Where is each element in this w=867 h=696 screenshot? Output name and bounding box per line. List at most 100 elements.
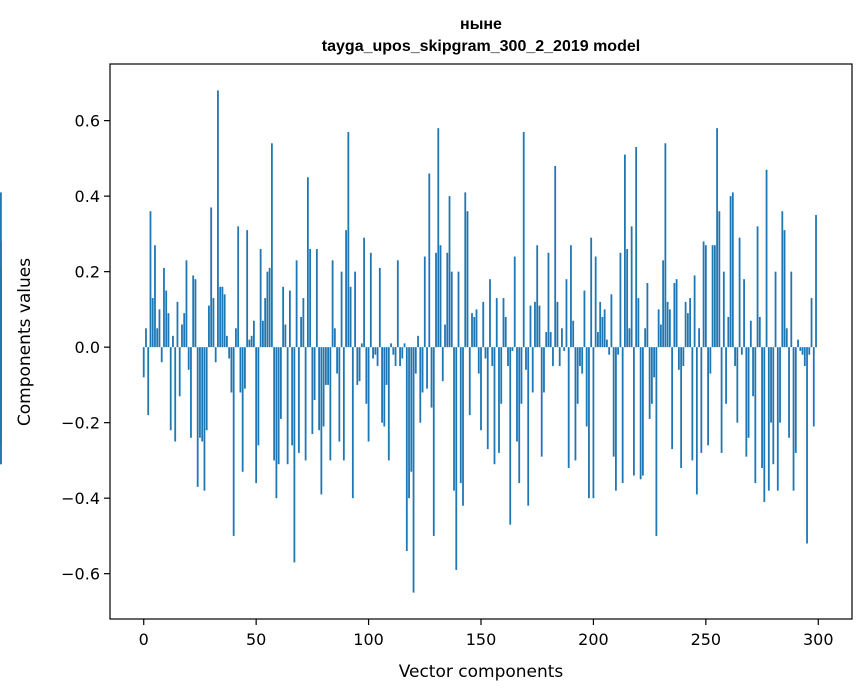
- chart-title: ныне: [460, 16, 502, 33]
- bar: [273, 347, 276, 461]
- bar: [226, 335, 228, 348]
- bar: [392, 347, 395, 355]
- bar: [221, 286, 224, 348]
- bar: [698, 328, 700, 348]
- bar: [677, 347, 680, 370]
- bar: [531, 347, 534, 393]
- bar: [354, 271, 356, 348]
- bar: [567, 347, 570, 468]
- bar: [641, 347, 644, 476]
- bar: [489, 279, 491, 348]
- bar: [549, 332, 552, 348]
- bar: [313, 347, 316, 401]
- bar: [599, 301, 602, 348]
- bar: [160, 347, 163, 363]
- bar: [253, 320, 255, 348]
- bar: [606, 339, 608, 348]
- x-tick-label: 150: [466, 630, 497, 649]
- bar: [572, 320, 575, 348]
- bar: [201, 347, 204, 442]
- bar: [662, 260, 665, 348]
- bar: [0, 309, 2, 348]
- bar: [527, 347, 530, 506]
- bar: [183, 313, 186, 348]
- bar: [761, 347, 763, 468]
- bar: [729, 196, 732, 348]
- bar: [675, 279, 678, 348]
- bar: [776, 347, 779, 491]
- bar: [210, 207, 213, 348]
- bar: [387, 347, 390, 461]
- bar: [650, 347, 653, 404]
- bar: [785, 328, 788, 348]
- bar: [318, 347, 321, 431]
- bar: [484, 347, 487, 359]
- bar: [0, 335, 2, 348]
- bar: [167, 313, 170, 348]
- x-tick-label: 100: [353, 630, 384, 649]
- bar: [309, 249, 312, 348]
- bar: [363, 237, 365, 348]
- bar: [349, 286, 352, 348]
- bar: [0, 347, 2, 355]
- bar: [453, 347, 455, 491]
- bar: [408, 347, 410, 499]
- bar: [722, 271, 725, 348]
- bar: [277, 347, 280, 465]
- chart-subtitle: tayga_upos_skipgram_300_2_2019 model: [322, 38, 640, 55]
- bar: [754, 347, 757, 484]
- bar: [756, 226, 759, 348]
- bar: [507, 347, 509, 367]
- bar: [781, 211, 784, 348]
- bar: [174, 347, 177, 442]
- bar: [428, 173, 431, 348]
- y-tick-label: 0.2: [75, 263, 100, 282]
- bar: [473, 316, 476, 348]
- y-tick-label: −0.4: [61, 489, 100, 508]
- bar: [410, 347, 413, 472]
- bar: [806, 347, 808, 544]
- bar: [293, 347, 296, 563]
- bar: [385, 347, 388, 385]
- bar: [770, 347, 772, 423]
- x-axis-label: Vector components: [399, 662, 564, 682]
- bar: [522, 131, 525, 348]
- bar: [588, 347, 590, 499]
- bar: [556, 301, 559, 348]
- bar: [543, 347, 545, 393]
- bar: [801, 347, 804, 355]
- plot-frame: [109, 63, 853, 620]
- bar: [637, 298, 640, 348]
- bar: [288, 290, 291, 348]
- bar: [145, 328, 147, 348]
- bar: [228, 347, 231, 359]
- x-tick-label: 300: [803, 630, 834, 649]
- bar: [284, 324, 287, 348]
- bar: [738, 237, 741, 348]
- bar: [788, 347, 790, 438]
- bar: [626, 249, 629, 348]
- bar: [783, 230, 786, 348]
- bar: [219, 286, 222, 348]
- bar: [612, 347, 615, 457]
- bar: [570, 245, 572, 348]
- bar: [495, 298, 498, 348]
- bar: [511, 347, 514, 351]
- bar: [0, 347, 2, 427]
- bar: [579, 347, 581, 367]
- bar: [799, 347, 802, 351]
- bar: [194, 279, 197, 348]
- bar: [421, 347, 424, 393]
- bar: [390, 343, 392, 348]
- bar: [482, 301, 485, 348]
- bar: [808, 347, 811, 355]
- bar: [450, 271, 453, 348]
- bar: [262, 320, 264, 348]
- bar: [633, 347, 635, 476]
- bar: [583, 290, 586, 348]
- bar: [178, 347, 181, 397]
- bar: [671, 347, 674, 450]
- bar: [426, 347, 428, 389]
- bar: [205, 347, 208, 431]
- bars-group: [0, 90, 817, 593]
